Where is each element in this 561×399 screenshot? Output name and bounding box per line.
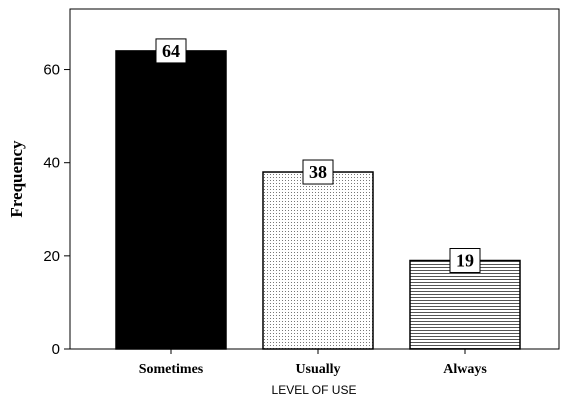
data-label: 38	[309, 162, 327, 182]
data-labels: 64 38 19	[155, 38, 481, 274]
x-category-label: Always	[443, 362, 487, 377]
data-label: 64	[162, 41, 180, 61]
y-tick-label: 0	[52, 341, 60, 358]
data-label-box	[155, 38, 187, 64]
bar-usually	[262, 171, 374, 350]
x-axis-category-labels: Sometimes Usually Always	[139, 349, 487, 377]
y-tick-label: 40	[43, 155, 60, 172]
y-axis-title: Frequency	[7, 140, 26, 218]
y-tick-label: 20	[43, 248, 60, 265]
data-label-box	[302, 159, 334, 185]
y-axis-ticks: 0 20 40 60	[43, 62, 70, 358]
bar-sometimes	[115, 50, 227, 350]
x-axis-title: LEVEL OF USE	[272, 383, 357, 397]
y-tick-label: 60	[43, 62, 60, 79]
x-category-label: Sometimes	[139, 362, 204, 377]
data-label: 19	[456, 251, 474, 271]
data-label-box	[449, 248, 481, 274]
x-category-label: Usually	[295, 362, 340, 377]
bar-always	[409, 259, 521, 350]
